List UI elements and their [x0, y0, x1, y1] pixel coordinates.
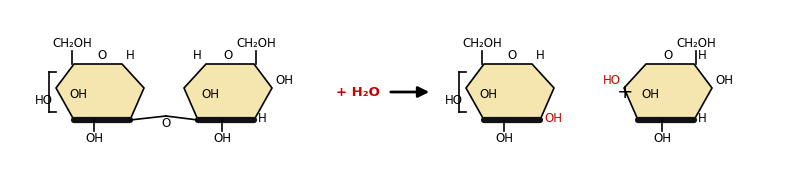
Text: OH: OH — [715, 73, 733, 86]
Text: HO: HO — [603, 73, 621, 86]
Text: OH: OH — [69, 88, 87, 100]
Text: HO: HO — [445, 93, 463, 107]
Text: H: H — [194, 49, 202, 62]
Text: OH: OH — [275, 73, 293, 86]
Text: O: O — [663, 49, 673, 62]
Text: HO: HO — [35, 93, 53, 107]
Text: OH: OH — [479, 88, 497, 100]
Text: OH: OH — [641, 88, 659, 100]
Text: O: O — [507, 49, 517, 62]
Text: H: H — [698, 112, 706, 125]
Polygon shape — [466, 64, 554, 120]
Text: OH: OH — [201, 88, 219, 100]
Polygon shape — [56, 64, 144, 120]
Text: H: H — [698, 49, 706, 62]
Text: OH: OH — [85, 132, 103, 145]
Text: CH₂OH: CH₂OH — [676, 37, 716, 50]
Text: OH: OH — [213, 132, 231, 145]
Text: O: O — [223, 49, 233, 62]
Text: +: + — [617, 82, 634, 102]
Text: OH: OH — [544, 112, 562, 125]
Text: H: H — [126, 49, 134, 62]
Text: H: H — [258, 112, 266, 125]
Text: CH₂OH: CH₂OH — [462, 37, 502, 50]
Polygon shape — [184, 64, 272, 120]
Text: O: O — [162, 117, 170, 130]
Text: O: O — [98, 49, 106, 62]
Text: CH₂OH: CH₂OH — [52, 37, 92, 50]
Text: H: H — [536, 49, 545, 62]
Polygon shape — [624, 64, 712, 120]
Text: + H₂O: + H₂O — [336, 86, 380, 98]
Text: CH₂OH: CH₂OH — [236, 37, 276, 50]
Text: OH: OH — [495, 132, 513, 145]
Text: OH: OH — [653, 132, 671, 145]
